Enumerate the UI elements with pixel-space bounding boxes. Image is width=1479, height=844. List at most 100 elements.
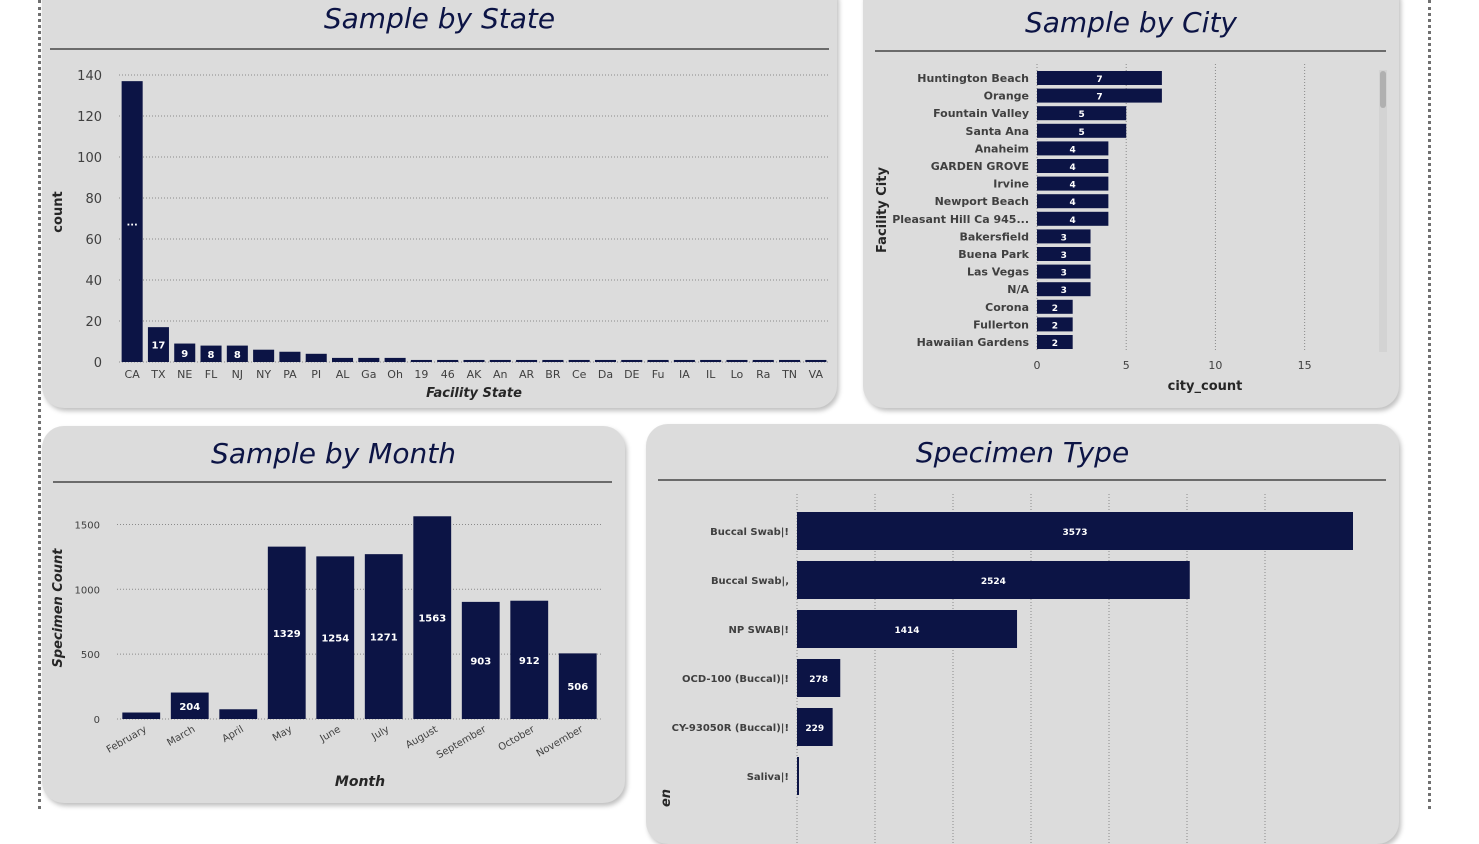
state-bar — [647, 359, 669, 362]
dashboard-left-border — [38, 0, 41, 809]
state-x-tick-label: TX — [150, 368, 166, 381]
state-y-tick-label: 0 — [94, 356, 102, 371]
month-y-axis-title: Specimen Count — [51, 548, 66, 668]
month-chart-title: Sample by Month — [211, 437, 456, 470]
city-y-tick-label: Pleasant Hill Ca 945... — [892, 213, 1029, 226]
month-bar — [461, 601, 500, 719]
state-x-tick-label: NJ — [232, 368, 243, 381]
state-bar — [437, 359, 459, 362]
city-y-axis-title: Facility City — [875, 167, 890, 253]
month-y-tick-label: 500 — [81, 650, 100, 661]
city-bar — [1037, 106, 1127, 121]
state-y-tick-label: 40 — [85, 274, 102, 289]
city-y-tick-label: Huntington Beach — [917, 72, 1029, 85]
city-bar — [1037, 282, 1091, 297]
state-y-tick-label: 120 — [77, 110, 102, 125]
city-data-label: 3 — [1061, 251, 1067, 261]
state-bar — [463, 359, 485, 362]
specimen-chart-title: Specimen Type — [915, 436, 1130, 469]
month-x-tick-label: August — [404, 724, 440, 751]
city-data-label: 5 — [1078, 110, 1084, 120]
month-data-label: 1563 — [418, 614, 446, 625]
state-bar — [700, 359, 722, 362]
city-data-label: 4 — [1070, 181, 1076, 191]
state-x-tick-label: Ga — [361, 368, 376, 381]
state-x-tick-label: Ce — [572, 368, 587, 381]
month-data-label: 1254 — [321, 634, 349, 645]
state-y-tick-label: 100 — [77, 151, 102, 166]
city-bar — [1037, 71, 1162, 85]
month-data-label: 903 — [470, 656, 491, 667]
state-data-label: 8 — [234, 350, 241, 361]
city-data-label: 2 — [1052, 304, 1058, 314]
city-data-label: 4 — [1070, 198, 1076, 208]
state-x-tick-label: PI — [311, 368, 321, 381]
state-x-tick-label: NE — [177, 368, 192, 381]
city-scrollbar-thumb[interactable] — [1380, 71, 1386, 108]
state-bar — [253, 349, 275, 362]
city-scrollbar-track[interactable] — [1379, 70, 1387, 352]
city-y-tick-label: Bakersfield — [959, 230, 1029, 243]
state-chart-title: Sample by State — [323, 2, 556, 35]
state-y-axis-title: count — [51, 191, 66, 232]
specimen-y-axis-title: en — [659, 789, 674, 807]
state-bar — [121, 81, 143, 363]
city-x-tick-label: 15 — [1298, 359, 1312, 372]
dashboard-right-border — [1428, 0, 1431, 809]
month-x-tick-label: July — [369, 724, 391, 743]
state-title-divider — [50, 48, 829, 50]
city-data-label: 3 — [1061, 286, 1067, 296]
city-bar — [1037, 247, 1091, 261]
month-bar-chart: 0 500 1000 1500 February March 204 April May 1329… — [51, 516, 602, 790]
month-x-tick-label: May — [271, 724, 294, 744]
specimen-y-tick-label: OCD-100 (Buccal)|! — [682, 674, 789, 685]
month-bar — [413, 516, 452, 719]
month-y-tick-label: 1000 — [75, 585, 100, 596]
state-bar — [489, 359, 511, 362]
state-x-tick-label: An — [493, 368, 508, 381]
city-data-label: 4 — [1070, 163, 1076, 173]
state-x-tick-label: Fu — [652, 368, 665, 381]
month-y-tick-label: 1500 — [75, 520, 100, 531]
state-x-tick-label: VA — [809, 368, 824, 381]
city-bar — [1037, 123, 1127, 138]
city-bar — [1037, 299, 1073, 314]
specimen-bar — [797, 512, 1353, 550]
state-bar — [568, 359, 590, 362]
specimen-bar-chart: Buccal Swab|! 3573 Buccal Swab|, 2524 NP SWA… — [659, 494, 1353, 844]
month-x-tick-label: October — [497, 724, 538, 754]
state-bar — [621, 359, 643, 362]
city-bar — [1037, 264, 1091, 279]
city-data-label: 5 — [1078, 128, 1084, 138]
city-bar — [1037, 176, 1109, 191]
month-x-tick-label: September — [435, 724, 489, 762]
month-chart-card: Sample by Month 0 500 1000 1500 February Marc… — [42, 426, 625, 803]
state-data-label: ... — [126, 218, 137, 229]
city-data-label: 7 — [1096, 75, 1102, 85]
state-x-tick-label: AK — [467, 368, 483, 381]
state-bar-chart: 0 20 40 60 80 100 120 140 CA... TX 17 NE 9 FL 8 NJ 8 NY PA… — [51, 69, 829, 401]
city-data-label: 3 — [1061, 269, 1067, 279]
month-x-tick-label: March — [165, 724, 197, 749]
city-y-tick-label: Santa Ana — [966, 125, 1029, 138]
month-x-tick-label: April — [220, 724, 245, 745]
city-y-tick-label: Buena Park — [958, 248, 1029, 261]
city-data-label: 4 — [1070, 216, 1076, 226]
month-bar — [510, 600, 549, 719]
state-bar — [779, 359, 801, 362]
state-bar — [226, 345, 248, 362]
month-bar — [558, 653, 597, 719]
month-x-tick-label: February — [105, 724, 149, 756]
state-bar — [147, 327, 169, 362]
specimen-bar — [797, 659, 841, 697]
state-bar — [358, 357, 380, 362]
state-x-tick-label: Ra — [756, 368, 770, 381]
month-title-divider — [53, 481, 612, 483]
city-bar-chart: 0 5 10 15 Huntington Beach 7 Orange 7 Fountain V… — [875, 64, 1312, 394]
specimen-bar — [797, 610, 1018, 648]
city-x-axis-title: city_count — [1168, 379, 1243, 394]
state-data-label: 17 — [151, 341, 165, 352]
month-data-label: 1271 — [370, 633, 398, 644]
month-x-tick-label: November — [535, 724, 586, 760]
city-y-tick-label: Las Vegas — [967, 266, 1029, 279]
